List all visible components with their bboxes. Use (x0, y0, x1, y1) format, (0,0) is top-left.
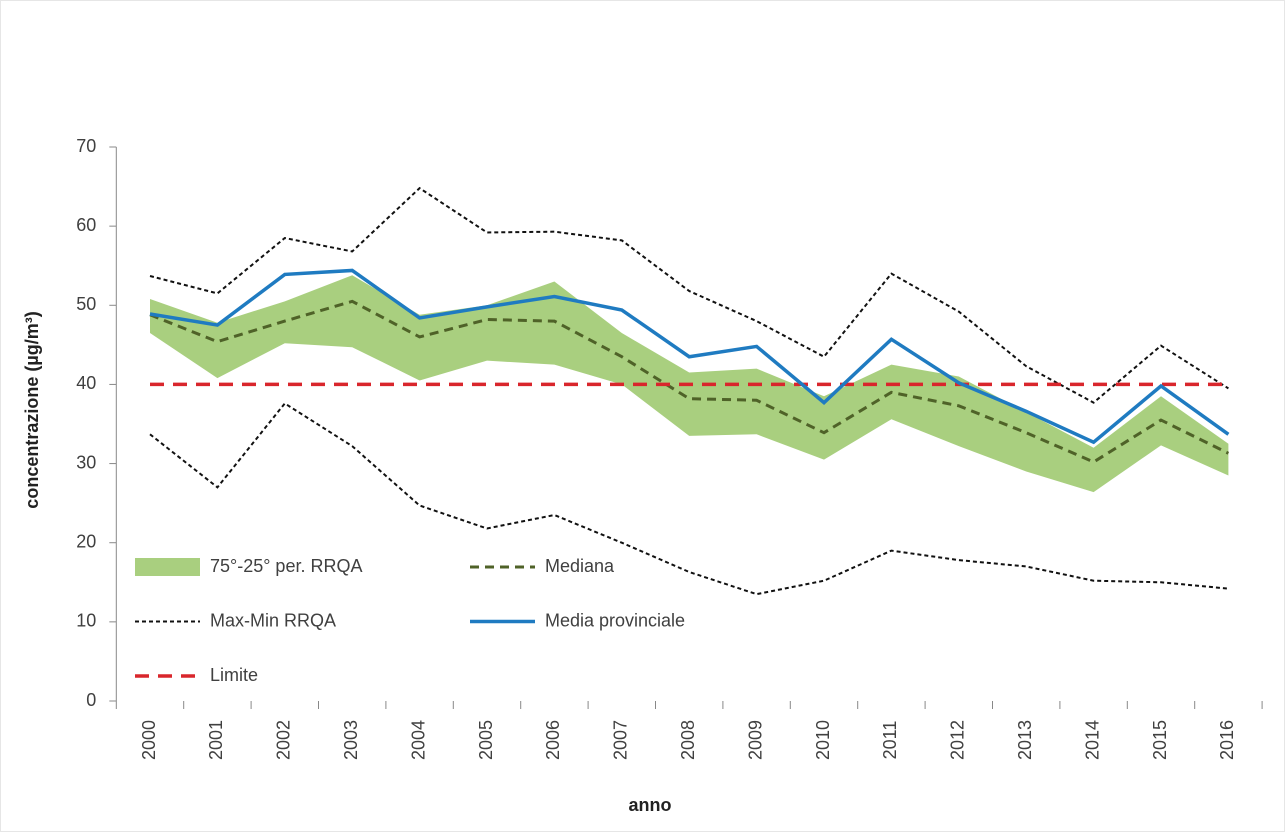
x-tick-label: 2002 (274, 720, 294, 760)
y-tick-label: 20 (76, 531, 96, 551)
legend-swatch (135, 558, 200, 576)
x-tick-label: 2003 (341, 720, 361, 760)
x-axis-title: anno (629, 795, 672, 815)
x-tick-label: 2009 (745, 720, 765, 760)
legend-label: Media provinciale (545, 610, 685, 630)
y-tick-label: 70 (76, 136, 96, 156)
x-tick-label: 2014 (1082, 720, 1102, 760)
x-tick-label: 2005 (476, 720, 496, 760)
dotted-lower-line (149, 402, 1229, 596)
legend-label: 75°-25° per. RRQA (210, 556, 362, 576)
y-tick-label: 50 (76, 294, 96, 314)
solid-line (149, 268, 1230, 445)
legend-label: Limite (210, 665, 258, 685)
legend-label: Mediana (545, 556, 615, 576)
x-tick-label: 2001 (206, 720, 226, 760)
x-tick-label: 2015 (1150, 720, 1170, 760)
y-tick-label: 10 (76, 611, 96, 631)
legend-label: Max-Min RRQA (210, 610, 336, 630)
y-axis-title: concentrazione (µg/m³) (22, 311, 42, 508)
x-tick-label: 2012 (948, 720, 968, 760)
x-tick-label: 2016 (1217, 720, 1237, 760)
y-tick-label: 60 (76, 215, 96, 235)
x-tick-label: 2010 (813, 720, 833, 760)
x-tick-label: 2007 (611, 720, 631, 760)
x-tick-label: 2013 (1015, 720, 1035, 760)
y-tick-label: 0 (86, 690, 96, 710)
dashed-line (149, 299, 1230, 464)
y-tick-label: 30 (76, 452, 96, 472)
x-tick-label: 2000 (139, 720, 159, 760)
x-tick-label: 2011 (880, 721, 900, 760)
x-tick-label: 2008 (678, 720, 698, 760)
y-tick-label: 40 (76, 373, 96, 393)
x-tick-label: 2006 (543, 720, 563, 760)
x-tick-label: 2004 (408, 720, 428, 760)
dotted-line (149, 186, 1229, 404)
